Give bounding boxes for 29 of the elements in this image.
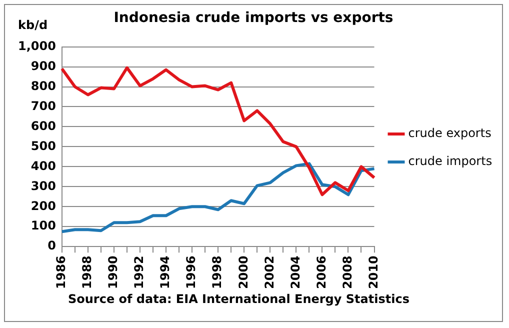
y-tick-label: 300 (30, 178, 56, 193)
x-tick-label: 1992 (132, 256, 146, 290)
y-tick-label: 700 (30, 98, 56, 113)
y-tick-label: 0 (48, 238, 56, 253)
x-tick-label: 1986 (54, 256, 68, 290)
y-tick-label: 1,000 (18, 38, 56, 53)
x-tick-label: 2000 (236, 256, 250, 290)
y-tick-label: 400 (30, 158, 56, 173)
source-note: Source of data: EIA International Energy Statistics (68, 292, 410, 306)
x-tick-label: 2008 (340, 256, 354, 290)
x-tick-label: 1998 (210, 256, 224, 290)
x-tick-label: 1996 (184, 256, 198, 290)
x-tick-label: 2010 (366, 256, 380, 290)
x-tick-label: 2002 (262, 256, 276, 290)
y-tick-label: 600 (30, 118, 56, 133)
x-tick-label: 1994 (158, 256, 172, 290)
x-tick-label: 2006 (314, 256, 328, 290)
y-tick-label: 800 (30, 78, 56, 93)
y-tick-label: 200 (30, 198, 56, 213)
chart-title: Indonesia crude imports vs exports (114, 10, 394, 26)
y-tick-label: 100 (30, 218, 56, 233)
y-tick-label: 900 (30, 58, 56, 73)
y-tick-label: 500 (30, 138, 56, 153)
y-axis-title: kb/d (18, 18, 48, 32)
x-tick-label: 1990 (106, 256, 120, 290)
x-tick-label: 1988 (80, 256, 94, 290)
legend-label: crude exports (408, 126, 492, 140)
x-tick-label: 2004 (288, 256, 302, 290)
legend-label: crude imports (408, 154, 492, 168)
